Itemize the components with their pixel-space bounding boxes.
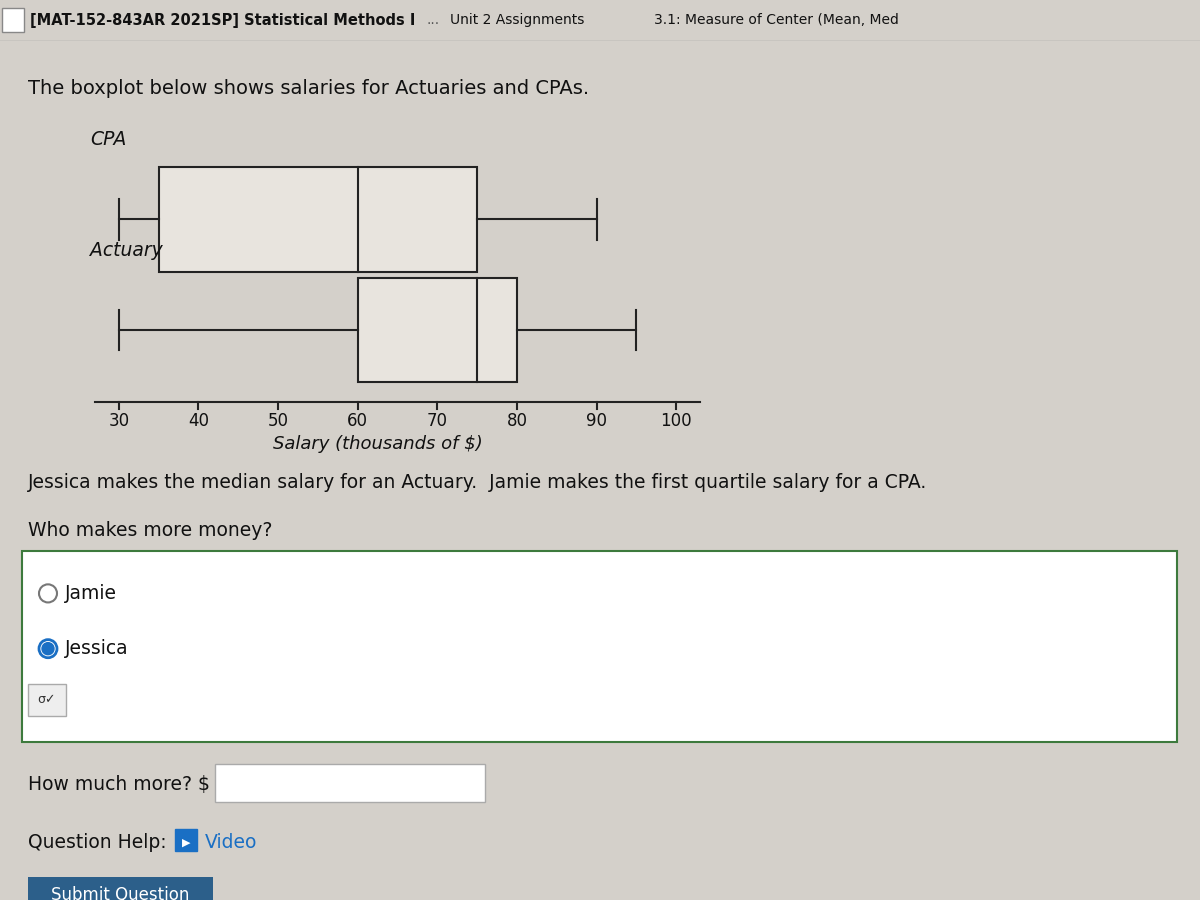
Text: 3.1: Measure of Center (Mean, Med: 3.1: Measure of Center (Mean, Med: [654, 14, 899, 27]
Text: Submit Question: Submit Question: [52, 886, 190, 900]
Text: Actuary: Actuary: [90, 240, 163, 259]
Text: σ✓: σ✓: [37, 694, 56, 706]
Text: 40: 40: [188, 412, 209, 430]
Text: Unit 2 Assignments: Unit 2 Assignments: [450, 14, 584, 27]
Text: Video: Video: [205, 833, 257, 852]
Text: 70: 70: [427, 412, 448, 430]
Circle shape: [42, 643, 54, 654]
Text: CPA: CPA: [90, 130, 126, 149]
Bar: [28, 684, 66, 716]
Text: 100: 100: [660, 412, 692, 430]
Bar: [158, 167, 478, 272]
Bar: [175, 829, 197, 850]
Text: Who makes more money?: Who makes more money?: [28, 521, 272, 540]
Text: 30: 30: [108, 412, 130, 430]
Text: How much more? $: How much more? $: [28, 775, 210, 794]
Text: Jamie: Jamie: [65, 584, 118, 603]
Bar: [28, 877, 214, 900]
Text: [MAT-152-843AR 2021SP] Statistical Methods I: [MAT-152-843AR 2021SP] Statistical Metho…: [30, 13, 415, 28]
Text: 60: 60: [347, 412, 368, 430]
Text: Salary (thousands of $): Salary (thousands of $): [272, 435, 482, 453]
Text: Question Help:: Question Help:: [28, 833, 167, 852]
Text: 90: 90: [586, 412, 607, 430]
Text: ▶: ▶: [181, 838, 191, 848]
Text: The boxplot below shows salaries for Actuaries and CPAs.: The boxplot below shows salaries for Act…: [28, 78, 589, 98]
Text: Jessica makes the median salary for an Actuary.  Jamie makes the first quartile : Jessica makes the median salary for an A…: [28, 472, 928, 491]
Bar: [22, 551, 1177, 742]
Bar: [358, 278, 517, 382]
Text: Jessica: Jessica: [65, 639, 128, 658]
Bar: [215, 764, 485, 803]
Bar: [2, 8, 24, 32]
Text: 80: 80: [506, 412, 528, 430]
Text: ...: ...: [426, 14, 439, 27]
Text: 50: 50: [268, 412, 288, 430]
